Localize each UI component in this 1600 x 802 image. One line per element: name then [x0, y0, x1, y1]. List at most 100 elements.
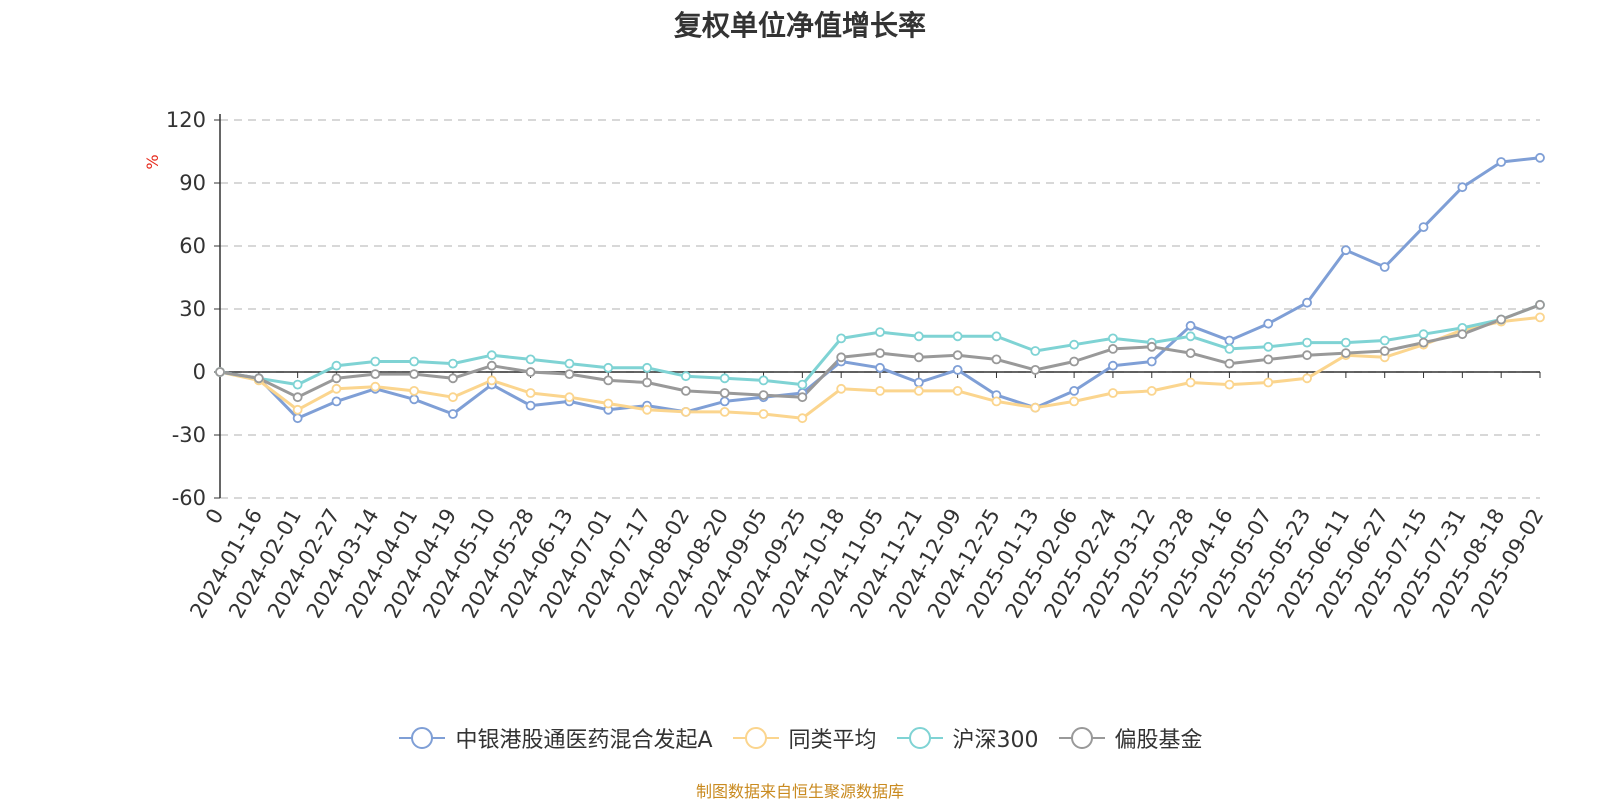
series-1-point-2 — [292, 404, 303, 415]
series-2-point-8 — [525, 354, 536, 365]
series-1-point-15 — [797, 413, 808, 424]
series-3-point-28 — [1302, 350, 1312, 361]
series-1-point-11 — [642, 404, 652, 415]
series-0-point-25 — [1185, 320, 1196, 331]
y-axis-label: % — [143, 154, 162, 169]
series-2-point-28 — [1302, 337, 1312, 348]
series-1-point-24 — [1146, 385, 1157, 396]
series-1-point-13 — [719, 406, 730, 417]
series-0-point-34 — [1535, 152, 1545, 163]
series-3-point-22 — [1069, 356, 1080, 367]
series-1-point-10 — [603, 398, 614, 409]
axes — [214, 114, 1541, 499]
series-0-point-28 — [1302, 297, 1312, 308]
series-3-point-25 — [1185, 348, 1196, 359]
series-0-point-33 — [1496, 157, 1507, 167]
series-3-point-21 — [1030, 364, 1041, 375]
series-1-point-12 — [680, 406, 691, 417]
x-tick-label-0: 0 — [201, 505, 228, 529]
series-3-point-0 — [215, 367, 225, 377]
series-0-point-17 — [875, 362, 885, 373]
y-tick-label-6: -60 — [172, 486, 206, 510]
series-0-point-2 — [292, 413, 303, 424]
series-0-point-26 — [1224, 335, 1235, 346]
series-2-point-6 — [448, 358, 458, 369]
series-3-point-12 — [680, 385, 691, 396]
legend: 中银港股通医药混合发起A 同类平均 沪深300 偏股基金 — [0, 722, 1600, 754]
series-2-point-7 — [486, 350, 497, 361]
series-1-point-8 — [525, 388, 536, 398]
series-2-point-10 — [603, 362, 614, 373]
series-1-point-5 — [409, 385, 420, 396]
series-2-point-20 — [991, 331, 1002, 342]
series-2-point-11 — [642, 362, 652, 373]
series-3-point-27 — [1263, 354, 1274, 365]
series-line-0 — [219, 156, 1541, 420]
x-tick-labels: 02024-01-162024-02-012024-02-272024-03-1… — [185, 504, 1548, 622]
legend-item-3[interactable]: 偏股基金 — [1057, 722, 1203, 754]
series-2-point-30 — [1379, 335, 1390, 346]
series-1-point-4 — [370, 381, 381, 392]
series-1-point-20 — [991, 396, 1002, 407]
series-1-point-9 — [564, 392, 575, 403]
series-0-point-30 — [1379, 262, 1390, 272]
series-2-point-4 — [370, 356, 381, 367]
series-3-point-14 — [758, 390, 769, 401]
series-2-point-19 — [952, 331, 963, 342]
series-1-point-27 — [1263, 377, 1274, 388]
series-2-point-27 — [1263, 341, 1274, 352]
series-3-point-32 — [1457, 329, 1468, 340]
series-3-point-1 — [253, 373, 264, 384]
series-3-point-24 — [1146, 341, 1157, 352]
series-3-point-20 — [991, 354, 1002, 365]
series-2-point-12 — [680, 371, 691, 382]
legend-label-3: 偏股基金 — [1114, 728, 1203, 753]
series-1-point-26 — [1224, 379, 1235, 390]
legend-marker-1 — [732, 727, 779, 749]
series-1-point-21 — [1030, 402, 1041, 413]
series-0-point-32 — [1457, 182, 1468, 193]
series-1-point-6 — [448, 392, 458, 403]
series-3-point-4 — [370, 369, 381, 380]
y-tick-labels: 120 90 60 30 0 -30 -60 — [166, 108, 206, 510]
legend-item-0[interactable]: 中银港股通医药混合发起A — [397, 722, 713, 754]
legend-item-1[interactable]: 同类平均 — [731, 722, 877, 754]
series-1-point-16 — [836, 383, 847, 394]
series-0-point-31 — [1418, 222, 1429, 233]
series-2-point-9 — [564, 358, 575, 369]
series-2-point-21 — [1030, 346, 1041, 356]
series-0-point-18 — [913, 377, 924, 388]
series-2-point-16 — [836, 333, 847, 344]
series-2-point-23 — [1108, 333, 1118, 344]
series-3-point-8 — [525, 367, 536, 377]
series-3-point-2 — [292, 392, 303, 403]
series-3-point-31 — [1418, 337, 1429, 348]
series-0-point-22 — [1069, 385, 1080, 396]
series-3-point-26 — [1224, 358, 1235, 369]
legend-label-1: 同类平均 — [788, 728, 877, 753]
series-1-point-7 — [486, 375, 497, 386]
series-1-point-17 — [875, 385, 885, 396]
series-1-point-14 — [758, 409, 769, 419]
series-3-point-6 — [448, 373, 458, 384]
legend-marker-2 — [896, 727, 943, 749]
series-1-point-25 — [1185, 377, 1196, 388]
series-2-point-14 — [758, 375, 769, 386]
series-lines — [215, 152, 1545, 424]
series-2-point-3 — [331, 360, 342, 371]
grid-lines — [220, 119, 1540, 499]
series-1-point-28 — [1302, 373, 1312, 384]
series-3-point-33 — [1496, 314, 1507, 325]
series-2-point-31 — [1418, 329, 1429, 340]
series-1-point-3 — [331, 383, 342, 394]
series-1-point-18 — [913, 385, 924, 396]
series-2-point-5 — [409, 356, 420, 367]
y-tick-label-1: 90 — [179, 171, 206, 195]
series-3-point-15 — [797, 392, 808, 403]
series-0-point-5 — [409, 394, 420, 405]
legend-item-2[interactable]: 沪深300 — [895, 722, 1039, 754]
legend-label-0: 中银港股通医药混合发起A — [455, 728, 713, 753]
series-2-point-26 — [1224, 343, 1235, 354]
y-tick-label-0: 120 — [166, 108, 206, 132]
